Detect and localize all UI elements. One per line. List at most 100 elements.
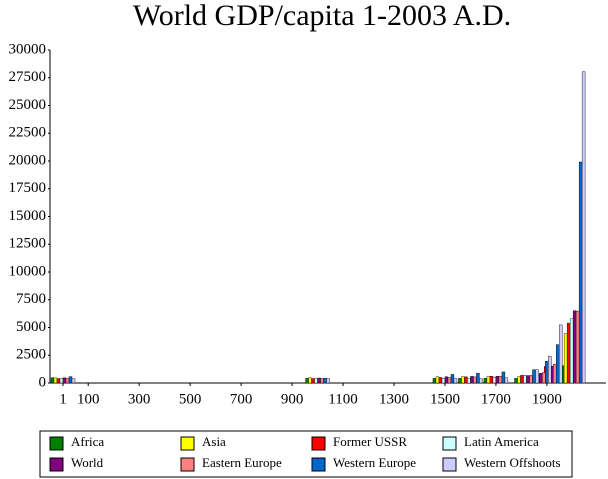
bar [575, 310, 580, 384]
bar [552, 363, 557, 384]
y-tick-label: 27500 [9, 69, 47, 85]
bar [548, 355, 552, 384]
x-tick-label: 1100 [328, 391, 357, 407]
bar [458, 378, 462, 384]
bar [444, 376, 449, 384]
bar [581, 71, 586, 384]
x-tick-label: 1 [59, 391, 67, 407]
bar [572, 310, 577, 384]
y-tick-label: 2500 [16, 347, 46, 363]
bar [467, 377, 471, 384]
y-tick-label: 20000 [9, 152, 47, 168]
legend-swatch [442, 457, 457, 472]
bar [545, 361, 549, 384]
bar [308, 377, 312, 384]
bar [53, 377, 58, 384]
bar [501, 371, 506, 384]
bar [539, 373, 543, 384]
bar [461, 376, 465, 384]
legend-label: Eastern Europe [202, 455, 282, 470]
bar [326, 378, 330, 384]
legend [39, 430, 573, 478]
x-tick-label: 1900 [532, 391, 562, 407]
bar [473, 376, 477, 384]
bar [517, 376, 521, 384]
bar [450, 374, 455, 384]
bar [566, 322, 571, 384]
bar [555, 344, 560, 384]
legend-label: Asia [202, 434, 226, 449]
bar [495, 375, 500, 384]
legend-swatch [49, 457, 64, 472]
bar [314, 378, 318, 384]
bar [520, 375, 524, 384]
bar [68, 376, 73, 384]
bar [447, 377, 452, 384]
bar [569, 318, 574, 384]
legend-label: Latin America [464, 434, 539, 449]
bar [529, 375, 533, 384]
bar [56, 378, 61, 384]
x-tick-label: 500 [179, 391, 202, 407]
y-tick-label: 7500 [16, 291, 46, 307]
bar [492, 376, 497, 384]
bar [453, 378, 458, 384]
bar [62, 377, 67, 384]
bar [558, 324, 563, 384]
bar [320, 378, 324, 384]
bar [438, 377, 443, 384]
legend-label: Former USSR [333, 434, 407, 449]
bar [464, 376, 468, 384]
bar [542, 372, 546, 384]
bar [504, 377, 509, 384]
bar [535, 369, 539, 384]
y-tick-label: 12500 [9, 236, 47, 252]
bar [59, 378, 64, 384]
x-tick-label: 300 [128, 391, 151, 407]
y-tick-label: 22500 [9, 125, 47, 141]
bar [526, 375, 530, 384]
legend-swatch [180, 436, 195, 451]
y-tick-label: 17500 [9, 180, 47, 196]
legend-swatch [49, 436, 64, 451]
bar [476, 372, 480, 384]
bar [65, 378, 70, 384]
legend-label: World [71, 455, 104, 470]
legend-swatch [311, 436, 326, 451]
bar [563, 333, 568, 384]
chart-title: World GDP/capita 1-2003 A.D. [133, 0, 511, 32]
bar [489, 376, 494, 384]
bar [311, 378, 315, 384]
bar [498, 376, 503, 384]
bar [435, 376, 440, 384]
bar [323, 378, 327, 384]
bar [486, 376, 491, 384]
y-tick-label: 25000 [9, 97, 47, 113]
y-tick-label: 30000 [9, 41, 47, 57]
x-tick-label: 1300 [379, 391, 409, 407]
bar [305, 378, 309, 384]
x-tick-label: 700 [230, 391, 253, 407]
bar [514, 378, 518, 384]
y-tick-label: 15000 [9, 208, 47, 224]
bar [470, 376, 474, 384]
bar [532, 369, 536, 384]
legend-swatch [180, 457, 195, 472]
bar [479, 378, 483, 384]
x-tick-label: 1700 [481, 391, 511, 407]
bar [483, 378, 488, 384]
legend-label: Western Offshoots [464, 455, 561, 470]
legend-label: Western Europe [333, 455, 416, 470]
bar [441, 378, 446, 384]
bar [578, 161, 583, 384]
legend-label: Africa [71, 434, 104, 449]
legend-swatch [442, 436, 457, 451]
y-tick-label: 10000 [9, 263, 47, 279]
x-tick-label: 100 [77, 391, 100, 407]
bar [317, 377, 321, 384]
bar [432, 378, 437, 384]
legend-swatch [311, 457, 326, 472]
bar [71, 378, 76, 384]
bar [523, 375, 527, 384]
